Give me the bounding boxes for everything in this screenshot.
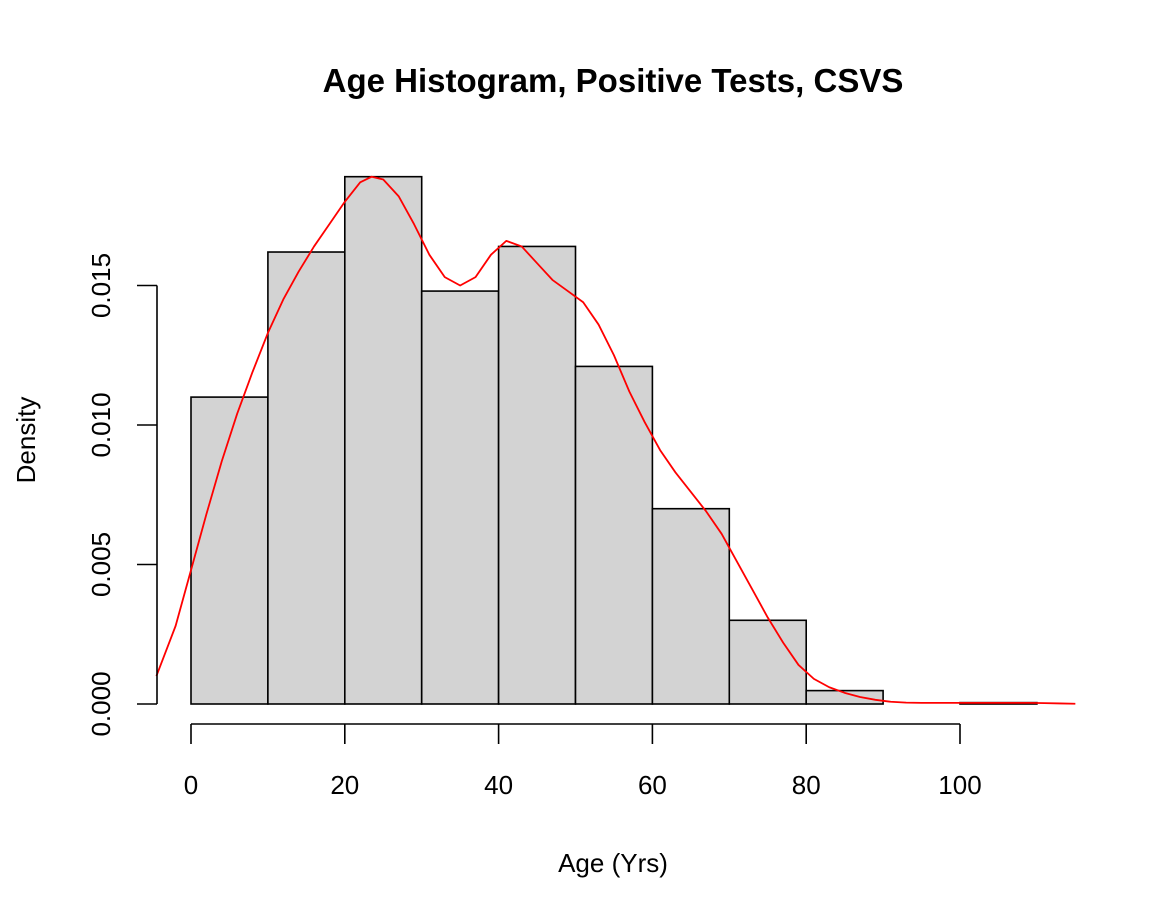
y-tick-label-1: 0.005 bbox=[86, 532, 116, 597]
histogram-bar-10-20 bbox=[267, 251, 346, 705]
y-tick-label-0: 0.000 bbox=[86, 671, 116, 736]
x-tick-label-80: 80 bbox=[792, 770, 821, 800]
y-tick-label-3: 0.015 bbox=[86, 253, 116, 318]
histogram-bar-30-40 bbox=[420, 290, 500, 705]
histogram-bar-80-90 bbox=[805, 689, 884, 705]
x-axis-label: Age (Yrs) bbox=[558, 848, 668, 878]
density-curve-layer bbox=[155, 175, 1076, 705]
y-axis: 0.000 0.005 0.010 0.015 bbox=[86, 253, 158, 737]
x-tick-label-60: 60 bbox=[638, 770, 667, 800]
histogram-bar-70-80 bbox=[728, 619, 807, 705]
histogram-bar-50-60 bbox=[574, 365, 654, 705]
histogram-bar-60-70 bbox=[651, 507, 731, 705]
histogram-bar-20-30 bbox=[343, 175, 423, 705]
y-axis-label: Density bbox=[11, 397, 41, 484]
x-tick-label-0: 0 bbox=[184, 770, 198, 800]
x-axis: 0 20 40 60 80 100 bbox=[184, 723, 982, 800]
chart-title: Age Histogram, Positive Tests, CSVS bbox=[323, 62, 904, 99]
density-curve bbox=[155, 175, 1076, 705]
x-tick-label-40: 40 bbox=[484, 770, 513, 800]
histogram-bars bbox=[190, 175, 1038, 705]
x-tick-label-100: 100 bbox=[938, 770, 981, 800]
histogram-bar-0-10 bbox=[190, 396, 269, 705]
x-tick-label-20: 20 bbox=[330, 770, 359, 800]
histogram-bar-40-50 bbox=[497, 245, 577, 705]
y-tick-label-2: 0.010 bbox=[86, 392, 116, 457]
